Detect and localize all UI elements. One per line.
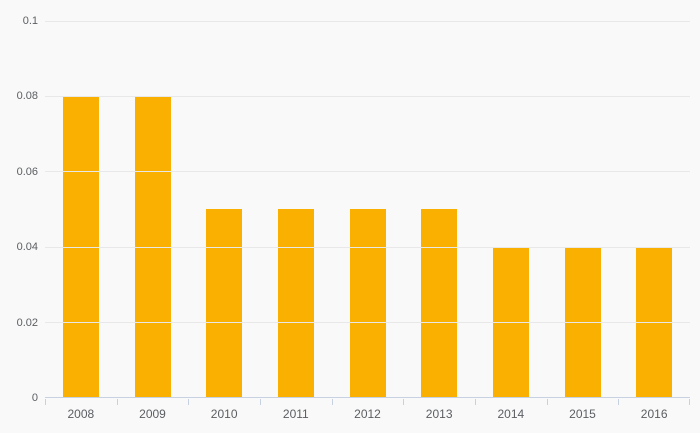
x-axis-tick — [188, 399, 190, 405]
bar-slot-2014 — [475, 21, 547, 397]
x-axis-tick — [546, 399, 548, 405]
y-axis-tick-label: 0 — [31, 392, 38, 404]
x-axis-label-2015: 2015 — [569, 407, 596, 421]
x-axis-tick — [474, 399, 476, 405]
y-axis-tick-label: 0.08 — [16, 90, 38, 103]
x-axis-label-2009: 2009 — [139, 407, 166, 421]
x-axis-label-2014: 2014 — [497, 407, 525, 421]
plot-area — [45, 21, 690, 398]
x-axis-label-2011: 2011 — [282, 407, 309, 421]
bar-slot-2009 — [117, 21, 189, 397]
bar-2016[interactable] — [636, 246, 673, 397]
bar-2011[interactable] — [277, 209, 314, 397]
gridline-0.1 — [45, 21, 690, 22]
x-axis-tick — [403, 399, 405, 405]
bar-2008[interactable] — [62, 96, 99, 397]
x-axis-tick — [618, 399, 620, 405]
x-axis-label-2012: 2012 — [354, 407, 381, 421]
bar-slot-2011 — [260, 21, 332, 397]
bar-slot-2010 — [188, 21, 260, 397]
gridline-0.08 — [45, 96, 690, 98]
bar-2009[interactable] — [134, 96, 171, 397]
bar-slot-2016 — [618, 21, 690, 397]
bar-2010[interactable] — [206, 209, 243, 397]
x-axis-label-2013: 2013 — [425, 407, 453, 421]
bars-container — [45, 21, 690, 397]
bar-slot-2012 — [332, 21, 404, 397]
y-axis-tick-label: 0.06 — [16, 165, 38, 178]
x-axis-tick — [116, 399, 118, 405]
x-axis-label-2010: 2010 — [210, 407, 238, 421]
x-axis-tick — [259, 399, 261, 405]
x-axis-tick — [45, 399, 46, 405]
x-axis-label-2016: 2016 — [640, 407, 668, 421]
gridline-0.06 — [45, 171, 690, 173]
bar-2013[interactable] — [421, 209, 458, 397]
y-axis-tick-label: 0.1 — [22, 15, 38, 27]
bar-2015[interactable] — [564, 246, 601, 397]
x-axis-tick — [331, 399, 333, 405]
bar-2012[interactable] — [349, 209, 386, 397]
bar-2014[interactable] — [492, 246, 529, 397]
y-axis-tick-label: 0.04 — [16, 241, 38, 254]
y-axis: 0 0.02 0.04 0.06 0.08 0.1 — [0, 15, 38, 404]
x-axis-tick — [689, 399, 690, 405]
x-axis-label-2008: 2008 — [67, 407, 95, 421]
y-axis-tick-label: 0.02 — [16, 316, 38, 329]
bar-slot-2013 — [403, 21, 475, 397]
gridline-0.02 — [45, 321, 690, 323]
bar-slot-2015 — [547, 21, 619, 397]
gridline-0.04 — [45, 246, 690, 248]
bar-slot-2008 — [45, 21, 117, 397]
x-axis: 2008 2009 2010 2011 2012 2013 2014 2015 2016 — [45, 399, 690, 433]
